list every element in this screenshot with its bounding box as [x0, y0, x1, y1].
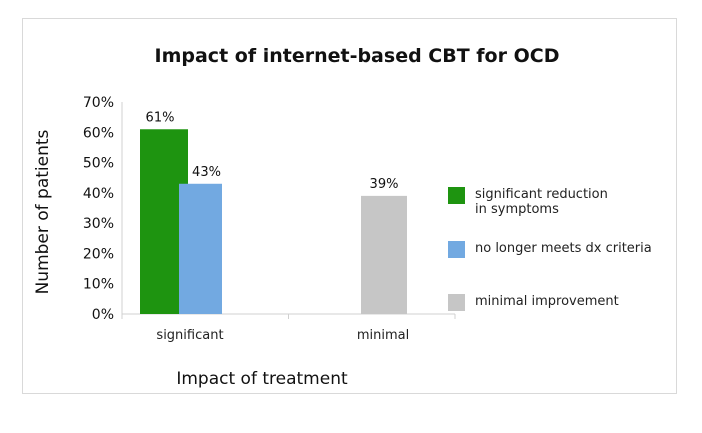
y-axis-ticks: 0% 10% 20% 30% 40% 50% 60% 70%: [83, 95, 114, 323]
y-tick-label: 60%: [83, 125, 114, 141]
data-label: 39%: [370, 177, 399, 192]
data-label: 43%: [192, 165, 221, 180]
legend-swatch: [448, 241, 465, 258]
x-axis-categories: significant minimal: [156, 328, 409, 343]
legend-label: in symptoms: [475, 202, 559, 217]
data-labels: 61% 43% 39%: [146, 110, 399, 192]
legend-label: minimal improvement: [475, 294, 619, 309]
y-tick-label: 20%: [83, 246, 114, 262]
y-tick-label: 30%: [83, 216, 114, 232]
bar: [361, 195, 407, 314]
x-tick-label: significant: [156, 328, 223, 343]
y-tick-label: 0%: [92, 307, 114, 323]
chart-title: Impact of internet-based CBT for OCD: [155, 45, 560, 67]
chart-frame: [22, 18, 677, 394]
y-tick-label: 10%: [83, 277, 114, 293]
y-axis-label: Number of patients: [33, 129, 53, 294]
x-tick-label: minimal: [357, 328, 409, 343]
x-axis-label: Impact of treatment: [176, 369, 348, 389]
y-tick-label: 50%: [83, 156, 114, 172]
legend-label: significant reduction: [475, 187, 608, 202]
legend-swatch: [448, 187, 465, 204]
y-tick-label: 70%: [83, 95, 114, 111]
legend-label: no longer meets dx criteria: [475, 241, 652, 256]
y-tick-label: 40%: [83, 186, 114, 202]
data-label: 61%: [146, 110, 175, 125]
legend-swatch: [448, 294, 465, 311]
bar: [179, 183, 222, 314]
bars: [140, 129, 407, 314]
